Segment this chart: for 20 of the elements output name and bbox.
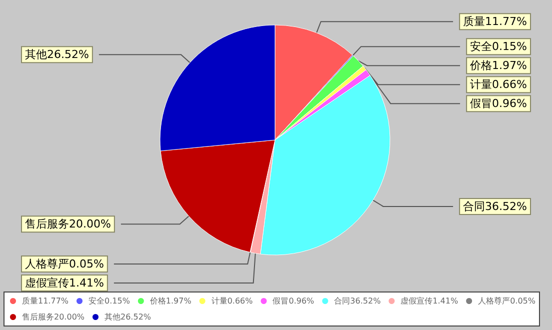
legend-label: 假冒0.96% — [272, 296, 315, 306]
slice-label: 质量11.77% — [463, 15, 527, 28]
legend-label: 安全0.15% — [88, 296, 130, 306]
slice-label: 虚假宣传1.41% — [25, 276, 104, 290]
slice-label: 人格尊严0.05% — [25, 258, 104, 271]
legend-label: 其他26.52% — [104, 312, 152, 322]
slice-label: 价格1.97% — [469, 59, 527, 72]
slice-label: 合同36.52% — [463, 200, 527, 213]
legend-label: 计量0.66% — [211, 296, 254, 306]
slice-label: 假冒0.96% — [470, 97, 527, 110]
slice-label: 售后服务20.00% — [25, 218, 111, 231]
legend-label: 虚假宣传1.41% — [400, 296, 458, 306]
legend-label: 合同36.52% — [334, 296, 382, 306]
legend-label: 售后服务20.00% — [22, 312, 85, 322]
slice-label: 计量0.66% — [470, 78, 527, 92]
slice-label: 安全0.15% — [470, 40, 527, 54]
legend-label: 人格尊严0.05% — [478, 296, 536, 306]
slice-label: 其他26.52% — [25, 48, 89, 62]
legend-label: 价格1.97% — [148, 296, 192, 306]
legend-label: 质量11.77% — [22, 296, 69, 306]
